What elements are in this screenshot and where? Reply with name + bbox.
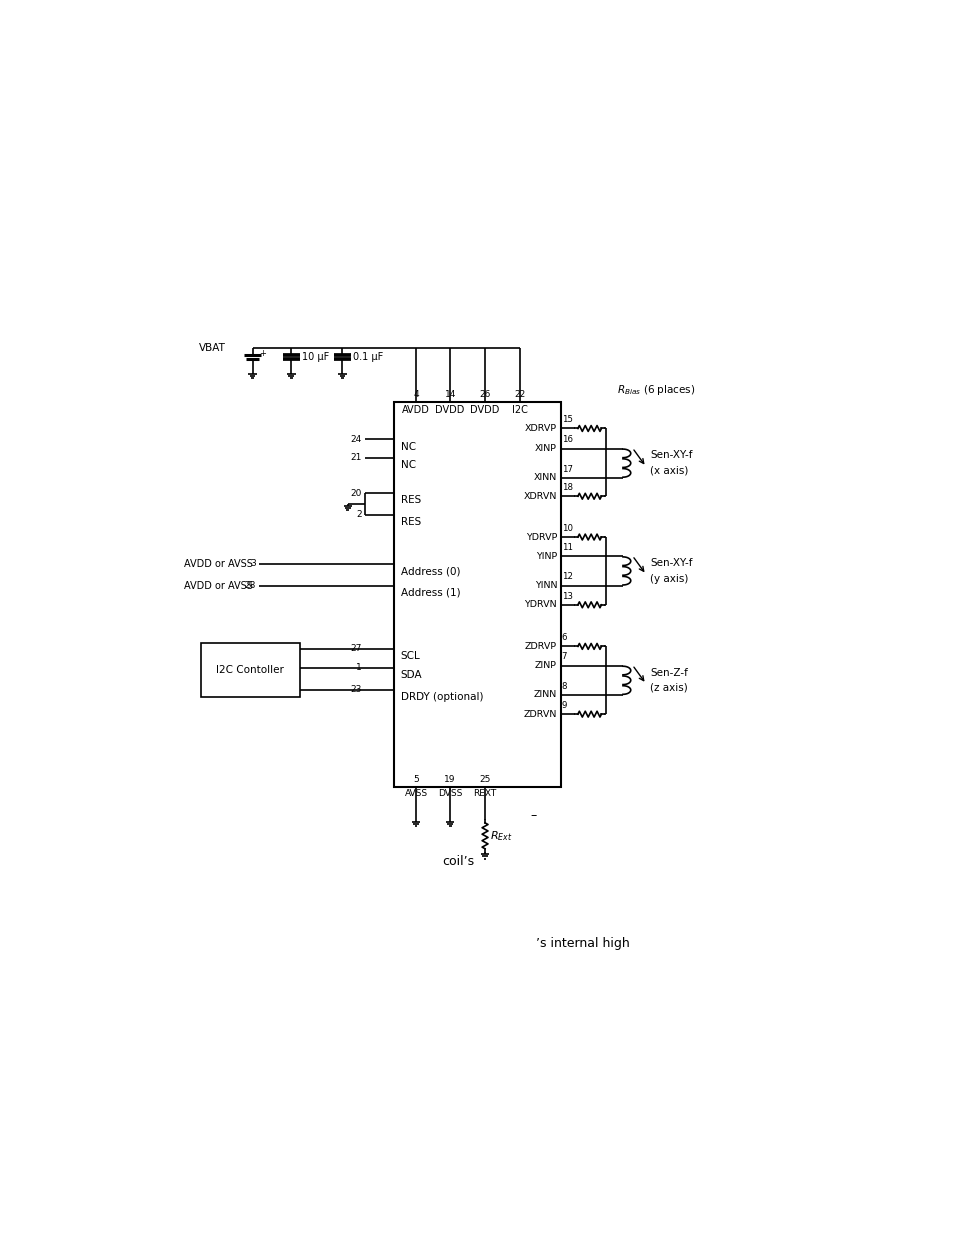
Text: XINP: XINP (535, 445, 557, 453)
Text: VBAT: VBAT (198, 343, 225, 353)
Text: YDRVN: YDRVN (524, 600, 557, 609)
Text: XDRVP: XDRVP (524, 424, 557, 433)
Text: I2C: I2C (512, 405, 527, 415)
Text: ZDRVP: ZDRVP (524, 642, 557, 651)
Text: 14: 14 (444, 390, 456, 399)
Text: 15: 15 (561, 415, 572, 425)
Text: 23: 23 (350, 685, 361, 694)
Text: 26: 26 (478, 390, 490, 399)
Text: 8: 8 (561, 682, 567, 690)
Text: DVDD: DVDD (470, 405, 499, 415)
Text: ’s internal high: ’s internal high (536, 937, 629, 950)
Text: ZINN: ZINN (534, 690, 557, 699)
Text: 20: 20 (350, 489, 361, 498)
Text: 12: 12 (561, 572, 572, 582)
Text: 28: 28 (244, 580, 255, 590)
Text: YINN: YINN (534, 580, 557, 590)
Text: 4: 4 (413, 390, 418, 399)
Text: AVDD: AVDD (402, 405, 430, 415)
Text: 2: 2 (355, 510, 361, 519)
Text: AVDD or AVSS: AVDD or AVSS (184, 559, 253, 569)
Text: Sen-XY-f: Sen-XY-f (649, 451, 692, 461)
Text: (y axis): (y axis) (649, 573, 688, 584)
Text: NC: NC (400, 461, 416, 471)
Text: 3: 3 (250, 559, 255, 568)
Text: XINN: XINN (534, 473, 557, 482)
Text: ZINP: ZINP (535, 661, 557, 671)
Text: YDRVP: YDRVP (525, 532, 557, 542)
Text: Address (0): Address (0) (400, 567, 459, 577)
Text: SDA: SDA (400, 671, 422, 680)
Text: 24: 24 (350, 435, 361, 443)
Text: AVSS: AVSS (404, 789, 427, 798)
Text: 19: 19 (444, 776, 456, 784)
Text: RES: RES (400, 517, 420, 527)
Text: 16: 16 (561, 435, 572, 445)
Text: 13: 13 (561, 592, 572, 600)
Text: (x axis): (x axis) (649, 466, 688, 475)
Bar (394, 403, 560, 787)
Text: coil’s: coil’s (442, 856, 475, 868)
Text: 6: 6 (561, 634, 567, 642)
Text: RES: RES (400, 495, 420, 505)
Text: 21: 21 (350, 453, 361, 462)
Text: 7: 7 (561, 652, 567, 662)
Text: DVDD: DVDD (435, 405, 464, 415)
Text: 18: 18 (561, 483, 572, 492)
Text: Sen-XY-f: Sen-XY-f (649, 558, 692, 568)
Text: 25: 25 (478, 776, 490, 784)
Text: Address (1): Address (1) (400, 588, 459, 598)
Text: (z axis): (z axis) (649, 683, 687, 693)
Text: 17: 17 (561, 464, 572, 473)
Text: ZDRVN: ZDRVN (523, 710, 557, 719)
Text: XDRVN: XDRVN (523, 492, 557, 500)
Text: REXT: REXT (473, 789, 497, 798)
Text: 5: 5 (413, 776, 418, 784)
Text: 9: 9 (561, 701, 566, 710)
Text: 22: 22 (514, 390, 525, 399)
Text: AVDD or AVSS: AVDD or AVSS (184, 580, 253, 590)
Bar (200, 642, 299, 698)
Text: SCL: SCL (400, 651, 420, 661)
Text: NC: NC (400, 442, 416, 452)
Text: $R_{Bias}$ (6 places): $R_{Bias}$ (6 places) (617, 383, 695, 396)
Text: $R_{Ext}$: $R_{Ext}$ (489, 829, 512, 842)
Text: DRDY (optional): DRDY (optional) (400, 692, 482, 701)
Text: +: + (258, 348, 265, 357)
Text: Sen-Z-f: Sen-Z-f (649, 668, 687, 678)
Text: 10: 10 (561, 524, 572, 532)
Text: 1: 1 (355, 663, 361, 672)
Text: 11: 11 (561, 543, 572, 552)
Text: 0.1 μF: 0.1 μF (353, 352, 383, 362)
Text: –: – (530, 809, 537, 823)
Text: DVSS: DVSS (437, 789, 462, 798)
Text: YINP: YINP (536, 552, 557, 561)
Text: 10 μF: 10 μF (302, 352, 329, 362)
Text: 27: 27 (350, 645, 361, 653)
Text: I2C Contoller: I2C Contoller (216, 664, 284, 674)
